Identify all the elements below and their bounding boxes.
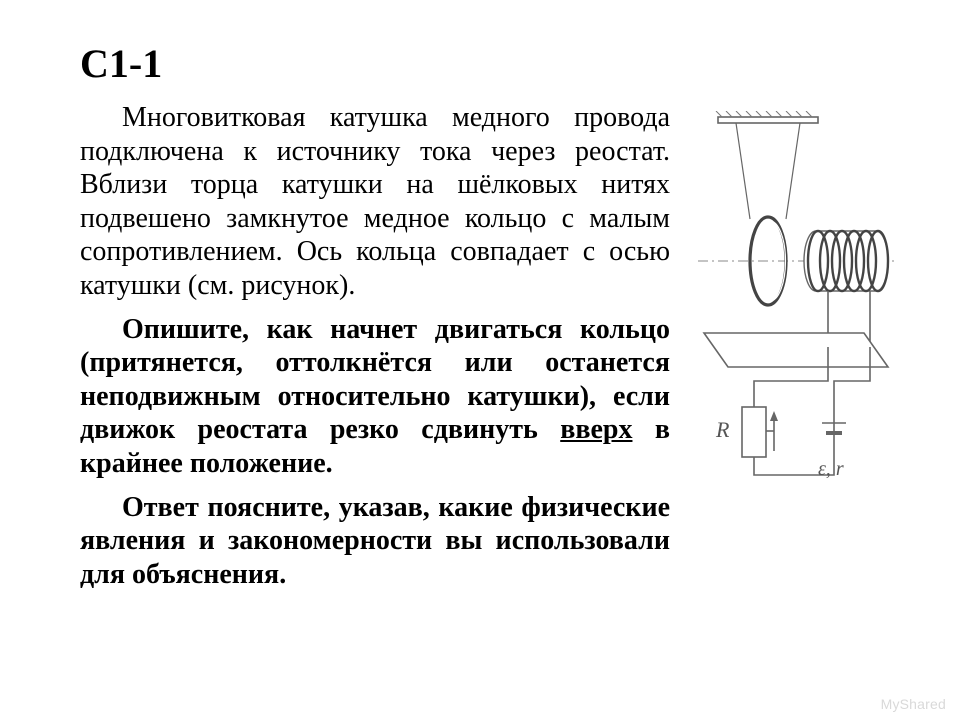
paragraph-2: Опишите, как начнет двигаться кольцо (пр… — [80, 313, 670, 481]
paragraph-3: Ответ поясните, указав, какие физические… — [80, 491, 670, 592]
p2-underlined: вверх — [560, 414, 632, 445]
thread-left — [736, 123, 750, 219]
ceiling-bar — [718, 117, 818, 123]
base-plate — [704, 333, 888, 367]
content-row: Многовитковая катушка медного провода по… — [80, 101, 900, 601]
slide: С1-1 Многовитковая катушка медного прово… — [0, 0, 960, 720]
figure-column: R ε, r — [688, 101, 898, 601]
label-R: R — [715, 417, 730, 442]
text-column: Многовитковая катушка медного провода по… — [80, 101, 670, 601]
watermark-text: MyShared — [881, 696, 946, 712]
thread-right — [786, 123, 800, 219]
rheostat — [742, 407, 778, 457]
page-title: С1-1 — [80, 40, 900, 87]
paragraph-1: Многовитковая катушка медного провода по… — [80, 101, 670, 303]
physics-diagram: R ε, r — [688, 111, 898, 501]
watermark: MyShared — [881, 696, 946, 712]
battery — [822, 407, 846, 451]
label-emf: ε, r — [818, 458, 844, 480]
ceiling-hatch — [716, 111, 812, 117]
coil — [804, 231, 888, 291]
